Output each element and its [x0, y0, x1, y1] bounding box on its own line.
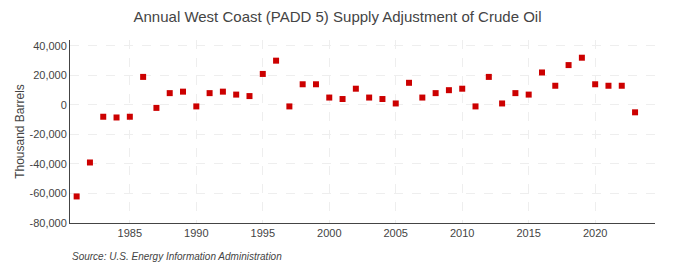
svg-text:2020: 2020: [583, 227, 607, 239]
svg-text:-20,000: -20,000: [29, 128, 66, 140]
svg-text:2005: 2005: [383, 227, 407, 239]
svg-text:2010: 2010: [450, 227, 474, 239]
svg-text:20,000: 20,000: [33, 69, 67, 81]
svg-text:-80,000: -80,000: [29, 217, 66, 229]
svg-text:1995: 1995: [251, 227, 275, 239]
svg-text:0: 0: [61, 99, 67, 111]
svg-text:2015: 2015: [516, 227, 540, 239]
svg-text:1985: 1985: [118, 227, 142, 239]
svg-text:Annual West Coast (PADD 5) Sup: Annual West Coast (PADD 5) Supply Adjust…: [134, 8, 542, 25]
svg-text:-60,000: -60,000: [29, 187, 66, 199]
svg-text:Source: U.S. Energy Informatio: Source: U.S. Energy Information Administ…: [72, 251, 282, 262]
svg-text:40,000: 40,000: [33, 40, 67, 52]
svg-text:Thousand Barrels: Thousand Barrels: [13, 84, 27, 179]
svg-text:-40,000: -40,000: [29, 158, 66, 170]
svg-text:1990: 1990: [184, 227, 208, 239]
svg-text:2000: 2000: [317, 227, 341, 239]
